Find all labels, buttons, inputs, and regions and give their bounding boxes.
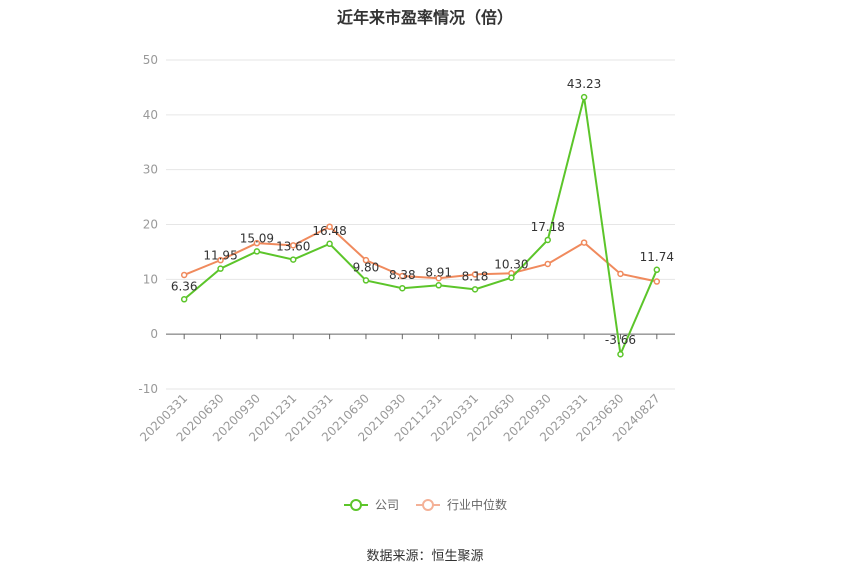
industry-median-point: [435, 274, 442, 282]
industry-median-line: [183, 225, 658, 283]
legend-industry-label: 行业中位数: [447, 498, 508, 512]
company-point: [653, 266, 661, 274]
industry-median-point: [180, 271, 188, 279]
industry-median-point: [399, 272, 406, 280]
industry-median-point: [544, 260, 551, 268]
line-chart: -100102030405020200331202006302020093020…: [137, 53, 675, 444]
company-data-label: 9.80: [353, 260, 380, 274]
company-point: [617, 350, 624, 358]
company-data-label: 15.09: [240, 231, 274, 245]
industry-median-point: [290, 242, 297, 249]
legend: 公司 行业中位数: [0, 496, 850, 513]
company-point: [290, 256, 297, 263]
industry-median-point: [253, 239, 261, 247]
industry-median-point: [471, 271, 479, 278]
y-tick-label: 10: [143, 272, 158, 286]
industry-median-point: [217, 256, 224, 264]
legend-company-marker: [343, 498, 368, 511]
company-point: [435, 282, 442, 289]
legend-company-label: 公司: [374, 498, 399, 512]
y-tick-label: 30: [143, 163, 158, 177]
company-point: [217, 265, 224, 272]
company-point: [180, 296, 188, 303]
y-tick-label: 50: [143, 53, 158, 67]
company-line: [183, 96, 658, 358]
company-data-label: 8.91: [425, 265, 452, 279]
company-data-label: -3.66: [605, 333, 636, 347]
company-point: [544, 236, 551, 244]
industry-median-point: [617, 270, 624, 278]
company-point: [399, 284, 406, 292]
chart-title: 近年来市盈率情况（倍）: [336, 8, 513, 27]
company-point: [253, 248, 261, 255]
company-data-label: 8.18: [462, 269, 489, 283]
company-data-label: 6.36: [171, 279, 198, 293]
company-data-label: 10.30: [494, 258, 528, 272]
industry-median-point: [653, 278, 661, 285]
y-tick-label: -10: [138, 382, 158, 396]
company-data-label: 43.23: [567, 77, 601, 91]
company-point: [580, 93, 588, 101]
company-point: [362, 277, 370, 284]
company-point: [326, 240, 333, 248]
legend-industry-marker: [416, 498, 440, 511]
company-data-label: 8.38: [389, 268, 416, 282]
y-tick-label: 40: [143, 108, 158, 122]
data-source: 数据来源：恒生聚源: [366, 549, 484, 564]
company-data-label: 16.48: [312, 224, 346, 238]
company-data-label: 13.60: [276, 240, 310, 254]
legend-item-industry[interactable]: 行业中位数: [415, 496, 507, 513]
y-tick-label: 0: [150, 327, 158, 341]
industry-median-point: [362, 256, 370, 264]
legend-item-company[interactable]: 公司: [343, 496, 399, 513]
company-data-label: 11.95: [203, 249, 237, 263]
company-point: [508, 274, 515, 281]
company-point: [471, 286, 479, 293]
industry-median-point: [326, 223, 333, 230]
company-data-label: 17.18: [531, 220, 565, 234]
y-tick-label: 20: [143, 218, 158, 232]
company-data-label: 11.74: [640, 250, 674, 264]
industry-median-point: [580, 239, 588, 246]
